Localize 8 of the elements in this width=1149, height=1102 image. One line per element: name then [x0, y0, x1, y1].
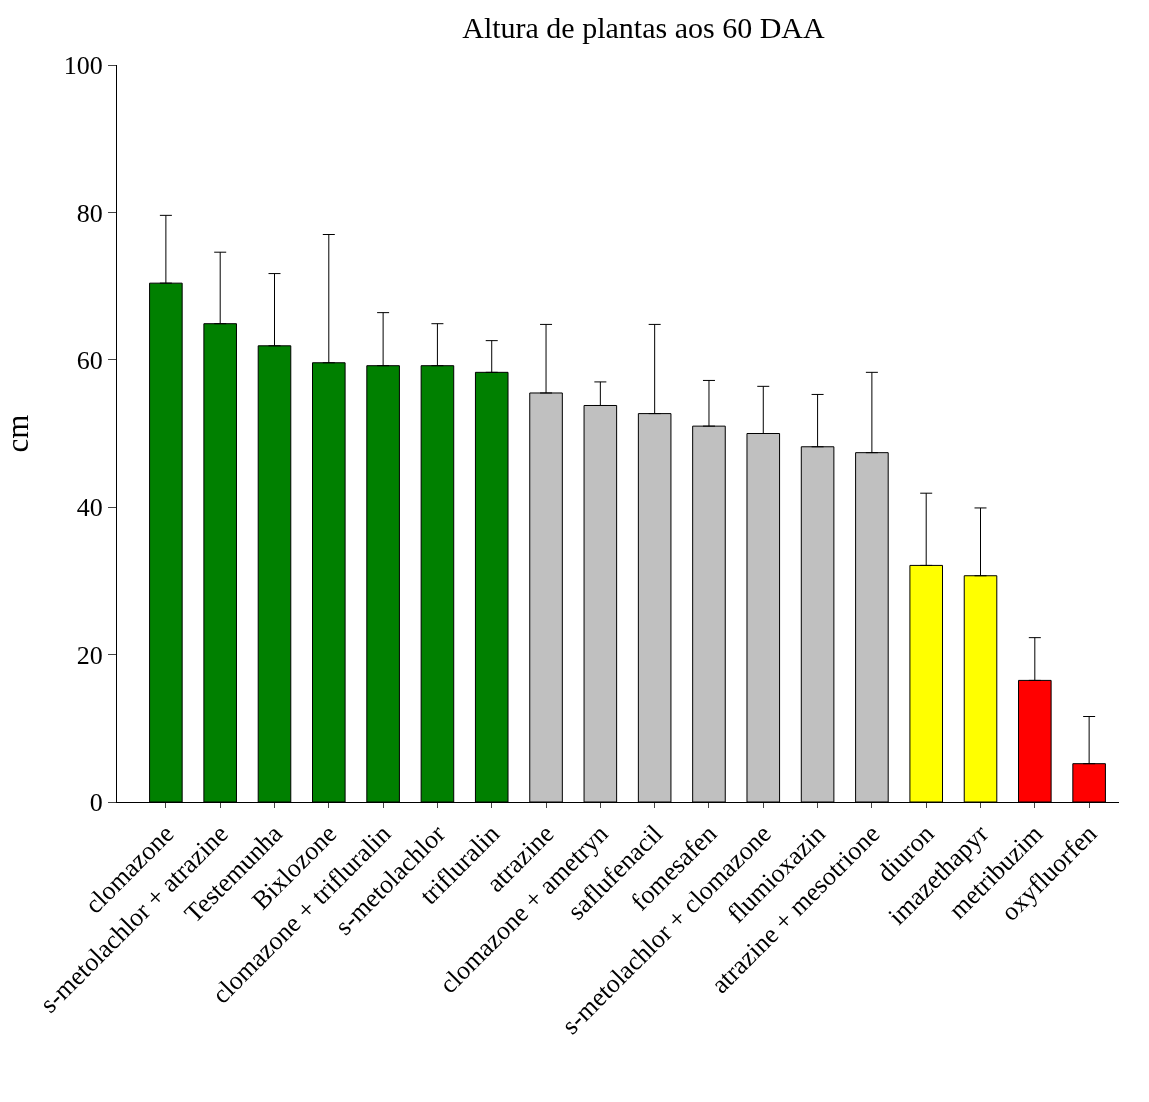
y-tick-label: 40 [76, 493, 103, 523]
y-tick-label: 0 [89, 788, 103, 818]
chart-title: Altura de plantas aos 60 DAA [462, 10, 825, 44]
y-tick-label: 60 [76, 345, 103, 375]
y-tick-label: 20 [76, 640, 103, 670]
y-tick-label: 100 [63, 51, 103, 81]
y-axis-title: cm [0, 414, 35, 453]
y-tick-label: 80 [76, 198, 103, 228]
